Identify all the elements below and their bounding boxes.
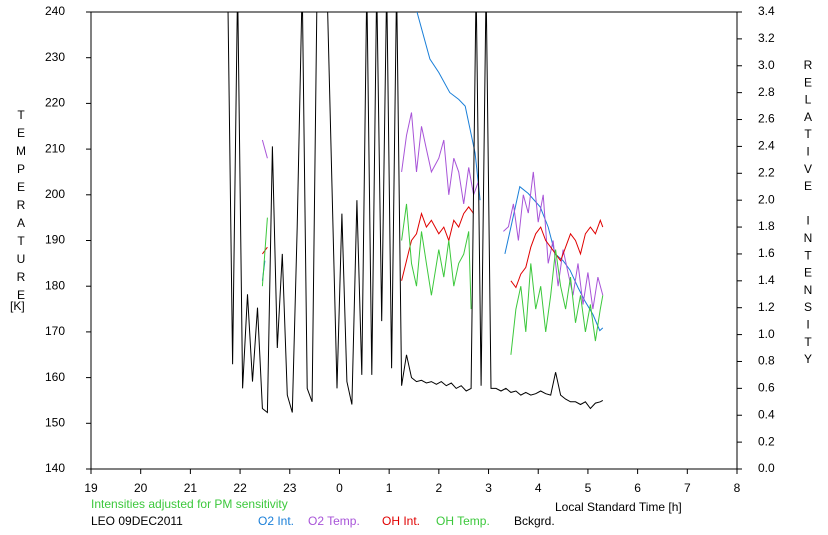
y2-tick-label: 2.6 bbox=[758, 112, 775, 126]
y2-axis-label: RELATIVE INTENSITY bbox=[801, 58, 815, 370]
x-tick-label: 5 bbox=[585, 481, 592, 495]
y2-tick-label: 0.2 bbox=[758, 434, 775, 448]
x-tick-label: 2 bbox=[436, 481, 443, 495]
x-tick-label: 3 bbox=[485, 481, 492, 495]
x-tick-label: 20 bbox=[134, 481, 148, 495]
y2-tick-label: 3.2 bbox=[758, 31, 775, 45]
series-line bbox=[261, 203, 604, 355]
y-axis-unit: [K] bbox=[10, 299, 25, 313]
x-tick-label: 8 bbox=[734, 481, 741, 495]
y-tick-label: 180 bbox=[45, 278, 65, 292]
y2-tick-label: 0.8 bbox=[758, 354, 775, 368]
x-tick-label: 21 bbox=[184, 481, 198, 495]
plot-area bbox=[227, 12, 604, 414]
y2-tick-label: 1.6 bbox=[758, 246, 775, 260]
y-axis-label: TEMPERATURE bbox=[14, 108, 28, 306]
y-tick-label: 160 bbox=[45, 370, 65, 384]
y-tick-label: 210 bbox=[45, 141, 65, 155]
y-tick-label: 140 bbox=[45, 461, 65, 475]
station-label: LEO 09DEC2011 bbox=[91, 514, 183, 528]
y-tick-label: 220 bbox=[45, 96, 65, 110]
legend-entry: O2 Temp. bbox=[308, 514, 360, 528]
y-tick-label: 170 bbox=[45, 324, 65, 338]
x-tick-label: 4 bbox=[535, 481, 542, 495]
y2-tick-label: 2.8 bbox=[758, 85, 775, 99]
y2-tick-label: 2.0 bbox=[758, 192, 775, 206]
y2-tick-label: 2.2 bbox=[758, 165, 775, 179]
legend-entry: OH Int. bbox=[382, 514, 420, 528]
y2-tick-label: 1.8 bbox=[758, 219, 775, 233]
y2-tick-label: 3.4 bbox=[758, 4, 775, 18]
x-tick-label: 0 bbox=[336, 481, 343, 495]
y-tick-label: 200 bbox=[45, 187, 65, 201]
y-tick-label: 190 bbox=[45, 233, 65, 247]
note: Intensities adjusted for PM sensitivity bbox=[91, 497, 288, 511]
axes bbox=[90, 11, 738, 470]
x-tick-label: 23 bbox=[283, 481, 297, 495]
y-tick-label: 240 bbox=[45, 4, 65, 18]
x-tick-label: 7 bbox=[684, 481, 691, 495]
x-tick-label: 22 bbox=[233, 481, 247, 495]
x-tick-label: 19 bbox=[84, 481, 98, 495]
series-line bbox=[227, 12, 604, 414]
y-tick-label: 150 bbox=[45, 415, 65, 429]
x-tick-label: 1 bbox=[386, 481, 393, 495]
x-tick-label: 6 bbox=[634, 481, 641, 495]
y2-tick-label: 3.0 bbox=[758, 58, 775, 72]
series-line bbox=[261, 112, 604, 310]
x-axis-label: Local Standard Time [h] bbox=[555, 500, 682, 514]
legend-entry: O2 Int. bbox=[258, 514, 294, 528]
legend-entry: Bckgrd. bbox=[514, 514, 555, 528]
y2-tick-label: 1.0 bbox=[758, 327, 775, 341]
y2-tick-label: 2.4 bbox=[758, 139, 775, 153]
y-tick-label: 230 bbox=[45, 50, 65, 64]
y2-tick-label: 1.4 bbox=[758, 273, 775, 287]
y2-tick-label: 0.0 bbox=[758, 461, 775, 475]
legend-entry: OH Temp. bbox=[436, 514, 490, 528]
y2-tick-label: 0.6 bbox=[758, 381, 775, 395]
y2-tick-label: 1.2 bbox=[758, 300, 775, 314]
y2-tick-label: 0.4 bbox=[758, 407, 775, 421]
